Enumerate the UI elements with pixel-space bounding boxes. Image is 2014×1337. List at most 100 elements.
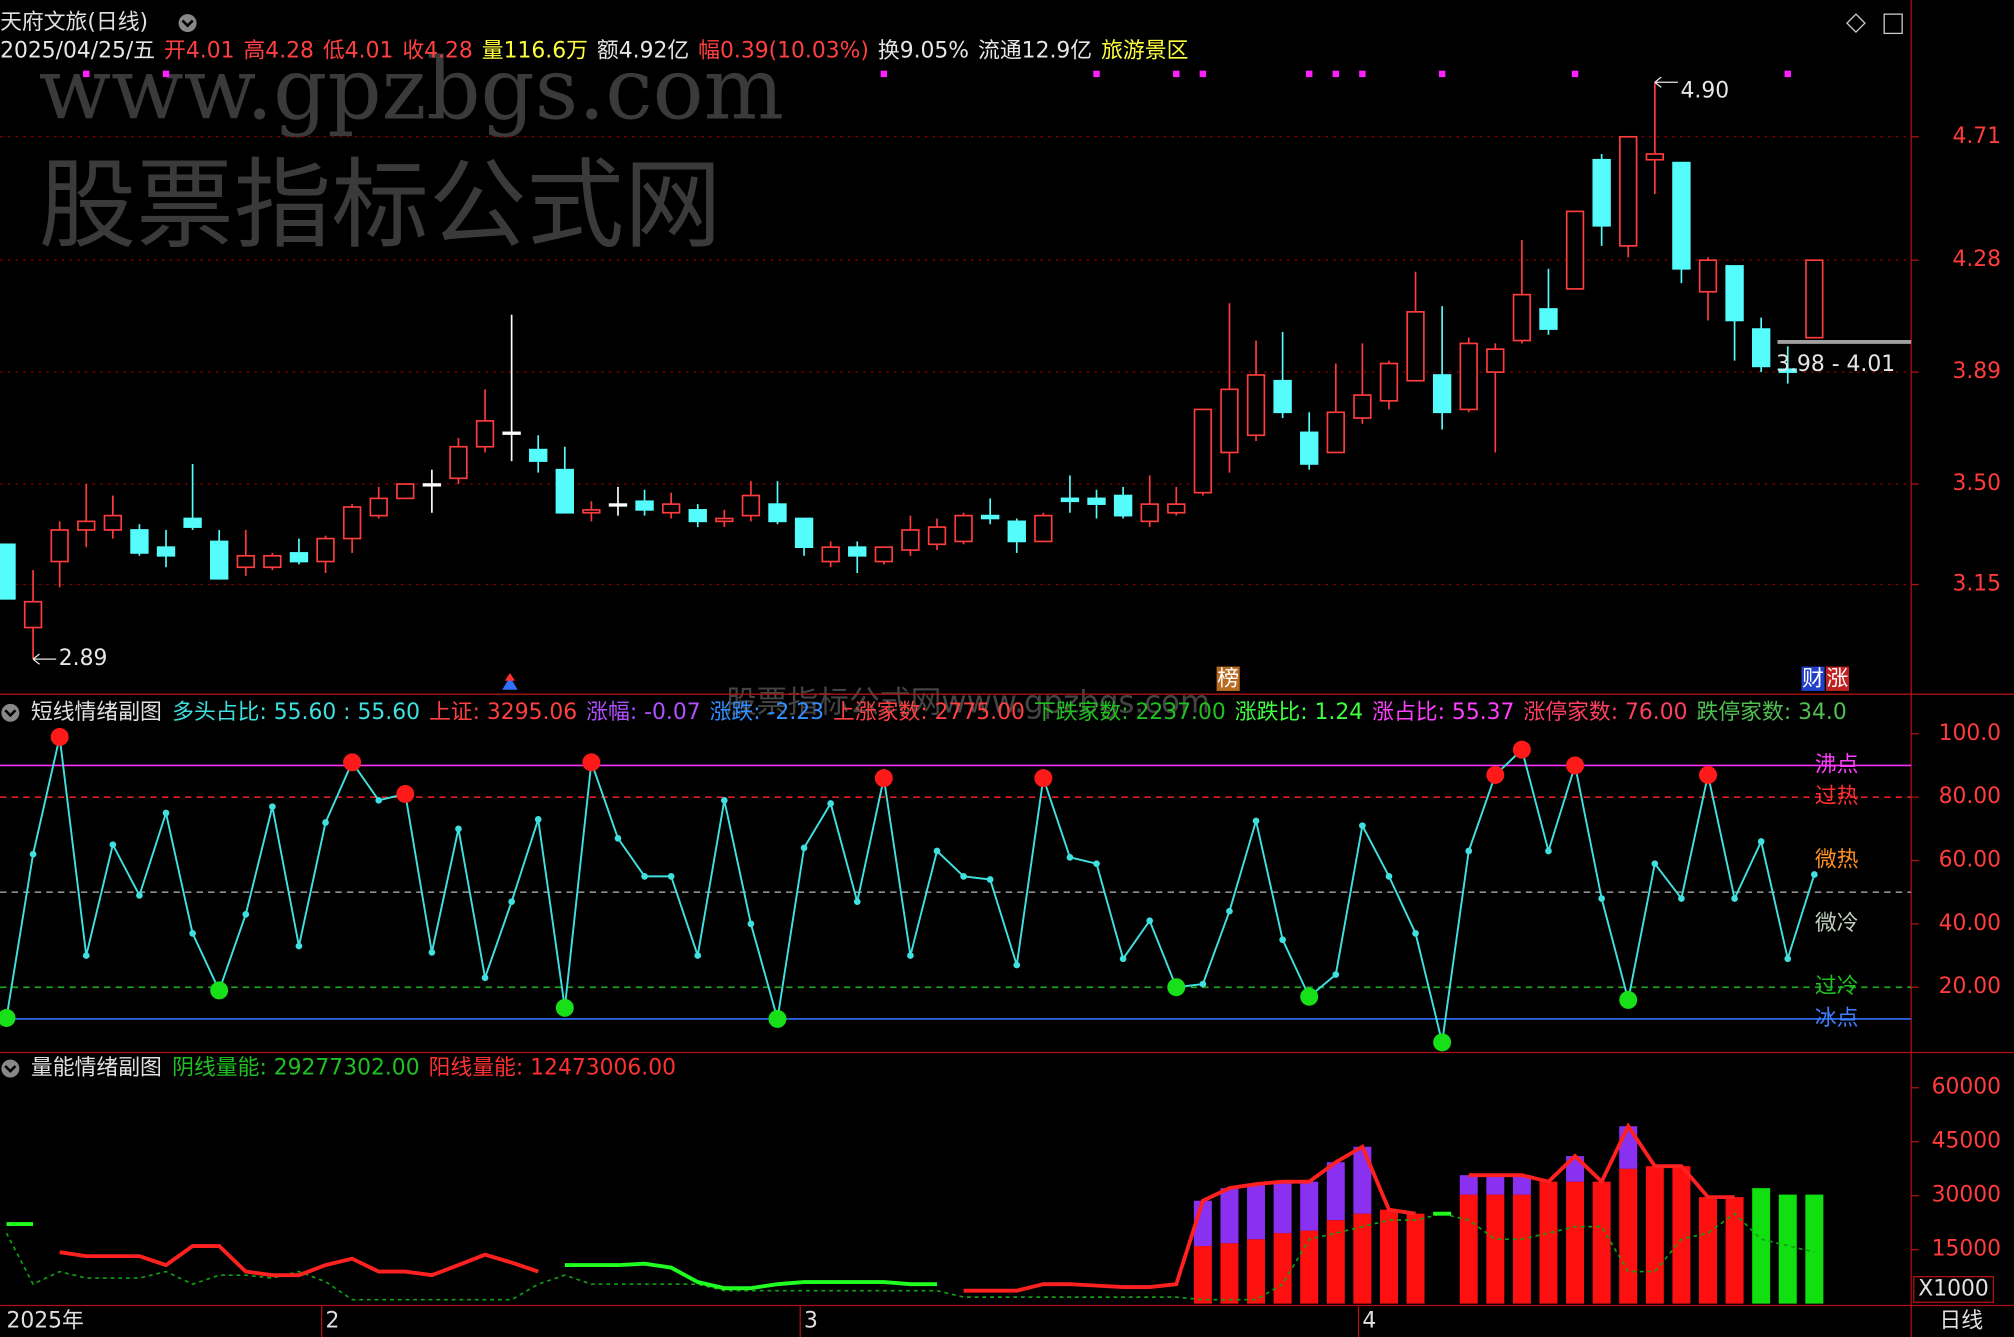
point [1226, 907, 1233, 915]
candle-body [1113, 494, 1133, 517]
candle-body [821, 546, 840, 563]
candle-body [715, 517, 734, 523]
volume-bar [1566, 1181, 1585, 1304]
candle-body [422, 483, 442, 487]
volume-bar [1805, 1194, 1824, 1304]
badge: 财 [1802, 666, 1824, 691]
candle-body [1512, 293, 1532, 342]
point [295, 942, 303, 950]
candle-body [77, 520, 96, 531]
info-item: 阴线量能: 29277302.00 [172, 1056, 419, 1081]
hot-dot [1034, 769, 1053, 788]
point [109, 841, 117, 849]
signal-dot [83, 70, 90, 78]
badge: 榜 [1217, 666, 1239, 691]
annotation: 4.90 [1681, 78, 1730, 103]
point [1146, 917, 1154, 925]
point [1332, 971, 1340, 978]
y-tick-label: 4.71 [1952, 124, 2001, 149]
annotation: 2.89 [59, 646, 108, 671]
point [1465, 847, 1473, 855]
point [1545, 847, 1552, 855]
info-item: 2025/04/25/五 [0, 38, 155, 63]
candle-body [103, 514, 123, 531]
cold-dot [1300, 987, 1319, 1006]
volume-bar [1725, 1197, 1744, 1304]
point [242, 911, 250, 918]
info-item: 涨跌比: 1.24 [1235, 700, 1363, 725]
signal-dot [1173, 70, 1180, 78]
info-item: 跌停家数: 34.0 [1697, 700, 1847, 725]
info-item: 低4.01 [323, 38, 393, 63]
candle-body [529, 448, 548, 462]
cold-dot [1433, 1033, 1452, 1052]
level-label: 微冷 [1815, 911, 1859, 936]
point [1757, 838, 1765, 845]
candle-body [1565, 210, 1585, 290]
point [1252, 817, 1260, 825]
point [322, 819, 329, 826]
candle-body [23, 600, 43, 629]
candle-body [1007, 520, 1026, 543]
panel-title: 短线情绪副图 [31, 700, 162, 725]
point [1784, 955, 1792, 963]
hot-dot [343, 753, 362, 772]
y-tick-label: 3.50 [1952, 471, 2001, 496]
hot-dot [1512, 740, 1531, 759]
candle-body [156, 546, 176, 557]
candle-body [50, 529, 69, 563]
panel-icon[interactable] [178, 14, 197, 33]
cold-dot [1167, 978, 1186, 997]
cold-dot [1619, 990, 1638, 1009]
volume-bar [1645, 1166, 1664, 1304]
volume-bar [1459, 1175, 1478, 1195]
info-item: 额4.92亿 [597, 38, 689, 63]
info-item: 换9.05% [878, 38, 969, 63]
info-item: 高4.28 [243, 38, 313, 63]
volume-bar [1778, 1194, 1797, 1304]
point [667, 873, 675, 880]
watermark: 股票指标公式网www.gpzbgs.com [726, 684, 1210, 720]
candle-body [183, 517, 202, 528]
point [1066, 854, 1074, 861]
candle-body [0, 543, 16, 600]
point [269, 803, 276, 810]
point [375, 796, 383, 804]
volume-bar [1220, 1243, 1239, 1304]
candle-body [1406, 311, 1425, 382]
badge-box [1825, 666, 1850, 691]
volume-bar [1193, 1246, 1212, 1304]
point [1119, 955, 1127, 963]
point [641, 873, 648, 880]
panel-icon[interactable] [1, 703, 20, 722]
point [907, 952, 914, 959]
candle-body [1486, 348, 1505, 373]
hot-dot [874, 769, 893, 788]
candle-body [848, 546, 867, 557]
point [82, 952, 90, 959]
candle-body [741, 494, 761, 517]
badge: 涨 [1827, 666, 1849, 691]
info-item: 多头占比: 55.60 : 55.60 [172, 700, 420, 725]
window-icon[interactable] [1883, 13, 1903, 35]
panel-icon[interactable] [1, 1059, 20, 1078]
point [508, 898, 515, 906]
volume-bar [1672, 1166, 1691, 1304]
badge-box [1801, 666, 1825, 691]
volume-bar [1512, 1175, 1531, 1195]
volume-bar [1619, 1168, 1638, 1304]
x-tick-label: 4 [1362, 1309, 1376, 1334]
line [59, 1122, 1735, 1293]
annotation: 3.98 - 4.01 [1776, 352, 1895, 377]
x-tick-label: 3 [804, 1309, 818, 1334]
y-tick-label: 40.00 [1939, 911, 2002, 936]
point [136, 892, 143, 899]
window-icon[interactable] [1846, 13, 1866, 34]
candle-body [608, 503, 628, 507]
info-item: 量116.6万 [482, 38, 588, 63]
watermark: www.gpzbgs.com [39, 39, 784, 138]
x-tick-label: 2 [326, 1309, 340, 1334]
point [827, 800, 834, 807]
candle-body [449, 445, 468, 480]
